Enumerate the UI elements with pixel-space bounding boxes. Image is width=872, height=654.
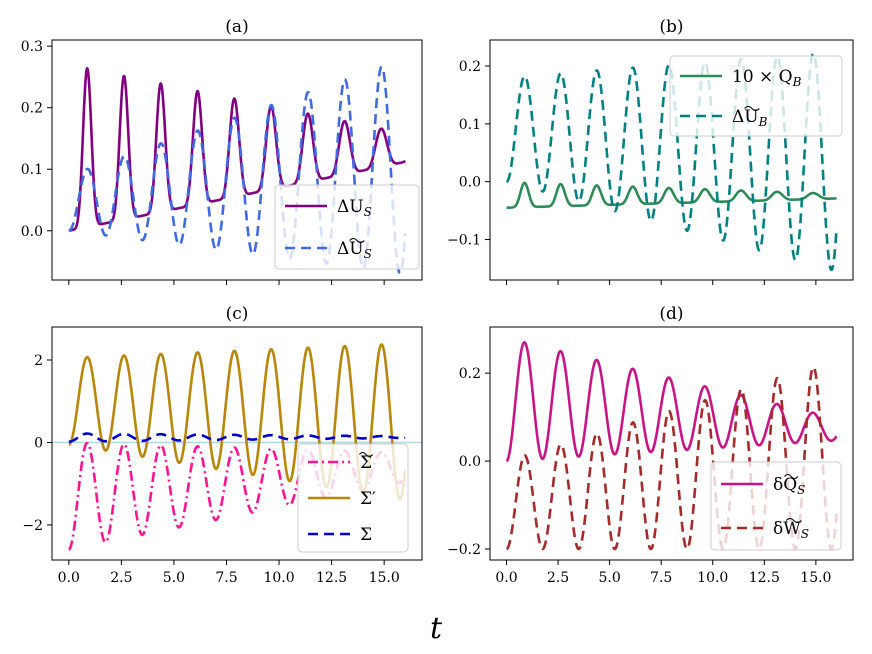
y-tick-label: 0.2 — [459, 366, 481, 382]
series-line-0 — [67, 67, 407, 233]
plot-area — [505, 341, 838, 551]
x-tick-label: 0.0 — [58, 570, 80, 586]
x-tick-label: 12.5 — [749, 570, 780, 586]
series-line-1 — [505, 365, 838, 551]
legend-label: Σ′ — [360, 489, 376, 509]
x-tick-label: 7.5 — [215, 570, 237, 586]
series-line-0 — [505, 181, 838, 210]
plot-area — [67, 65, 407, 275]
x-tick-label: 15.0 — [369, 570, 400, 586]
chart-panel-b: (b) −0.1 0.0 0.1 0.2 10 × QB ΔUB — [447, 17, 854, 285]
series-line-0 — [505, 341, 838, 463]
y-tick-label: 0.0 — [459, 454, 481, 470]
y-tick-label: −0.1 — [447, 233, 481, 249]
x-tick-label: 10.0 — [697, 570, 728, 586]
x-tick-label: 2.5 — [110, 570, 132, 586]
legend-label: 10 × QB — [732, 67, 802, 89]
axes-frame — [489, 39, 854, 281]
x-tick-label: 15.0 — [800, 570, 831, 586]
y-tick-label: 0.1 — [459, 117, 481, 133]
panel-title: (d) — [659, 304, 683, 324]
legend-label: Σ — [360, 525, 372, 545]
y-tick-label: 0 — [34, 435, 43, 451]
legend-label: ΔUS — [337, 197, 372, 219]
y-tick-label: −2 — [22, 518, 43, 534]
x-tick-label: 7.5 — [650, 570, 672, 586]
panel-title: (c) — [226, 304, 249, 324]
x-tick-label: 5.0 — [163, 570, 185, 586]
x-tick-label: 12.5 — [316, 570, 347, 586]
legend: ΔUS ΔUS — [274, 184, 420, 270]
panel-title: (a) — [225, 17, 248, 37]
legend: δQS δWS — [710, 461, 842, 551]
x-tick-label: 2.5 — [547, 570, 569, 586]
x-tick-label: 0.0 — [495, 570, 517, 586]
y-tick-label: 0.1 — [21, 162, 43, 178]
legend-label: δQS — [773, 475, 805, 497]
legend-label: ΔUB — [732, 107, 768, 129]
legend-label: Σ — [360, 453, 372, 473]
axes-frame — [51, 326, 423, 561]
y-tick-label: 0.3 — [21, 39, 43, 55]
x-axis-label: t — [430, 611, 443, 646]
legend: 10 × QB ΔUB — [669, 55, 843, 137]
y-tick-label: 0.2 — [21, 101, 43, 117]
legend-label: δWS — [773, 519, 809, 541]
x-tick-label: 5.0 — [598, 570, 620, 586]
panel-title: (b) — [659, 17, 683, 37]
chart-panel-a: (a) 0.0 0.1 0.2 0.3 ΔUS ΔUS — [21, 17, 423, 285]
chart-panel-d: (d) 0.0 2.5 5.0 7.5 10.0 12.5 15.0 −0.2 0.0 0.2 δQS… — [447, 304, 854, 586]
legend-tilde-mark — [349, 238, 365, 243]
chart-panel-c: (c) 0.0 2.5 5.0 7.5 10.0 12.5 15.0 −2 0 2 Σ Σ′ Σ — [22, 304, 423, 586]
legend-box — [297, 443, 409, 553]
series-line-1 — [67, 343, 407, 501]
series-line-2 — [67, 432, 407, 443]
axes-frame — [489, 326, 854, 561]
y-tick-label: −0.2 — [447, 542, 481, 558]
legend-tilde-mark — [785, 518, 802, 523]
legend-tilde-mark — [359, 452, 374, 457]
y-tick-label: 0.2 — [459, 59, 481, 75]
legend: Σ Σ′ Σ — [297, 443, 409, 553]
y-tick-label: 0.0 — [459, 175, 481, 191]
x-tick-label: 10.0 — [263, 570, 294, 586]
axes-frame — [51, 39, 423, 281]
legend-tilde-mark — [744, 106, 760, 111]
y-tick-label: 2 — [34, 353, 43, 369]
legend-label: ΔUS — [337, 239, 372, 261]
legend-tilde-mark — [784, 474, 799, 479]
y-tick-label: 0.0 — [21, 224, 43, 240]
series-line-1 — [67, 65, 407, 275]
